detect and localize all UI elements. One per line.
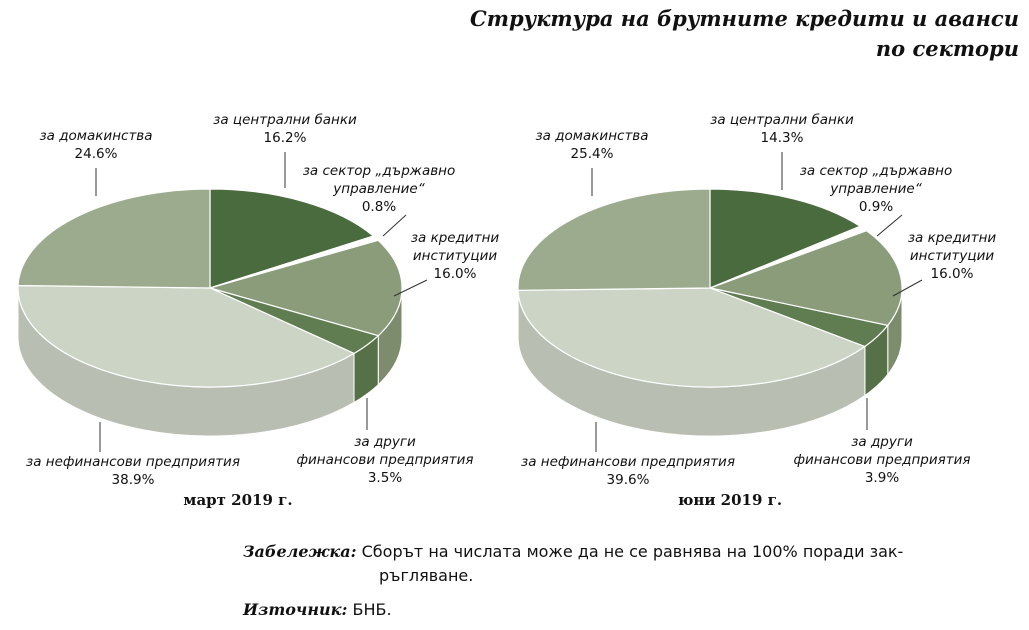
slice-label-line: за сектор „държавно	[800, 163, 953, 179]
slice-label-line: за нефинансови предприятия	[26, 454, 240, 470]
note-label: Забележка:	[243, 542, 357, 561]
leader-line-general_government	[876, 214, 903, 237]
slice-label-non_financial: за нефинансови предприятия 38.9%	[26, 454, 240, 488]
slice-label-line: за домакинства	[535, 128, 648, 144]
slice-label-line: за централни банки	[213, 112, 357, 128]
slice-value-non_financial: 39.6%	[607, 472, 650, 488]
slice-label-households: за домакинства 24.6%	[39, 128, 152, 162]
pie-2-labels: за централни банки 14.3% за сектор „държав…	[521, 112, 996, 488]
slice-value-central_banks: 16.2%	[264, 130, 307, 146]
note-text-line-2: ръгляване.	[379, 566, 474, 585]
slice-value-households: 25.4%	[571, 146, 614, 162]
pie-slice-non_financial	[17, 284, 356, 388]
source: Източник: БНБ.	[243, 600, 392, 619]
slice-label-line: за други	[851, 434, 913, 450]
leader-line-credit_institutions	[892, 279, 923, 297]
slice-label-general_government: за сектор „държавно управление“ 0.9%	[800, 163, 953, 215]
slice-value-non_financial: 38.9%	[112, 472, 155, 488]
slice-label-line: за други	[354, 434, 416, 450]
pie-1-labels: за централни банки 16.2% за сектор „държав…	[26, 112, 499, 488]
pie-slice-credit_institutions	[207, 239, 403, 337]
pie-chart-2: за централни банки 14.3% за сектор „държав…	[517, 112, 996, 509]
slice-value-households: 24.6%	[75, 146, 118, 162]
chart-title: Структура на брутните кредити и аванси п…	[419, 4, 1019, 64]
slice-label-central_banks: за централни банки 14.3%	[710, 112, 854, 146]
pie-slice-central_banks	[209, 188, 375, 289]
source-text: БНБ.	[352, 600, 392, 619]
pie-slice-credit_institutions	[707, 230, 903, 327]
slice-label-credit_institutions: за кредитни институции 16.0%	[908, 230, 997, 282]
note-text-line-1: Сборът на числата може да не се равнява …	[361, 542, 904, 561]
leader-line-general_government	[382, 214, 407, 237]
slice-label-credit_institutions: за кредитни институции 16.0%	[411, 230, 500, 282]
slice-label-line: институции	[910, 248, 994, 264]
pie-2-caption: юни 2019 г.	[678, 491, 782, 509]
slice-value-general_government: 0.9%	[859, 199, 893, 215]
slice-value-other_financial: 3.9%	[865, 470, 899, 486]
pie-1-slices	[17, 188, 403, 388]
pie-1-sides	[17, 287, 403, 437]
slice-label-line: за сектор „държавно	[303, 163, 456, 179]
slice-label-other_financial: за други финансови предприятия 3.9%	[793, 434, 970, 486]
slice-value-credit_institutions: 16.0%	[434, 266, 477, 282]
slice-label-central_banks: за централни банки 16.2%	[213, 112, 357, 146]
slice-value-central_banks: 14.3%	[761, 130, 804, 146]
slice-value-other_financial: 3.5%	[368, 470, 402, 486]
slice-label-line: финансови предприятия	[793, 452, 970, 468]
slice-label-line: за домакинства	[39, 128, 152, 144]
pie-slice-households	[517, 188, 711, 291]
slice-label-line: управление“	[829, 181, 922, 197]
slice-label-households: за домакинства 25.4%	[535, 128, 648, 162]
slice-label-general_government: за сектор „държавно управление“ 0.8%	[303, 163, 456, 215]
slice-label-line: управление“	[332, 181, 425, 197]
slice-value-general_government: 0.8%	[362, 199, 396, 215]
chart-title-line-2: по сектори	[875, 36, 1019, 61]
pie-chart-1: за централни банки 16.2% за сектор „държав…	[17, 112, 499, 509]
slice-label-line: финансови предприятия	[296, 452, 473, 468]
pie-slice-households	[17, 188, 211, 289]
slice-label-line: за кредитни	[908, 230, 997, 246]
pie-charts: за централни банки 16.2% за сектор „държав…	[17, 112, 996, 509]
note: Забележка: Сборът на числата може да не …	[243, 540, 1003, 588]
pie-slice-central_banks	[709, 188, 862, 289]
pie-slice-non_financial	[517, 287, 867, 388]
pie-1-caption: март 2019 г.	[183, 491, 292, 509]
slice-label-non_financial: за нефинансови предприятия 39.6%	[521, 454, 735, 488]
slice-label-line: институции	[413, 248, 497, 264]
slice-label-other_financial: за други финансови предприятия 3.5%	[296, 434, 473, 486]
chart-title-line-1: Структура на брутните кредити и аванси	[470, 6, 1019, 31]
slice-label-line: за нефинансови предприятия	[521, 454, 735, 470]
source-label: Източник:	[243, 600, 348, 619]
slice-label-line: за кредитни	[411, 230, 500, 246]
pie-2-slices	[517, 188, 903, 388]
slice-label-line: за централни банки	[710, 112, 854, 128]
leader-line-credit_institutions	[393, 279, 428, 297]
slice-value-credit_institutions: 16.0%	[931, 266, 974, 282]
